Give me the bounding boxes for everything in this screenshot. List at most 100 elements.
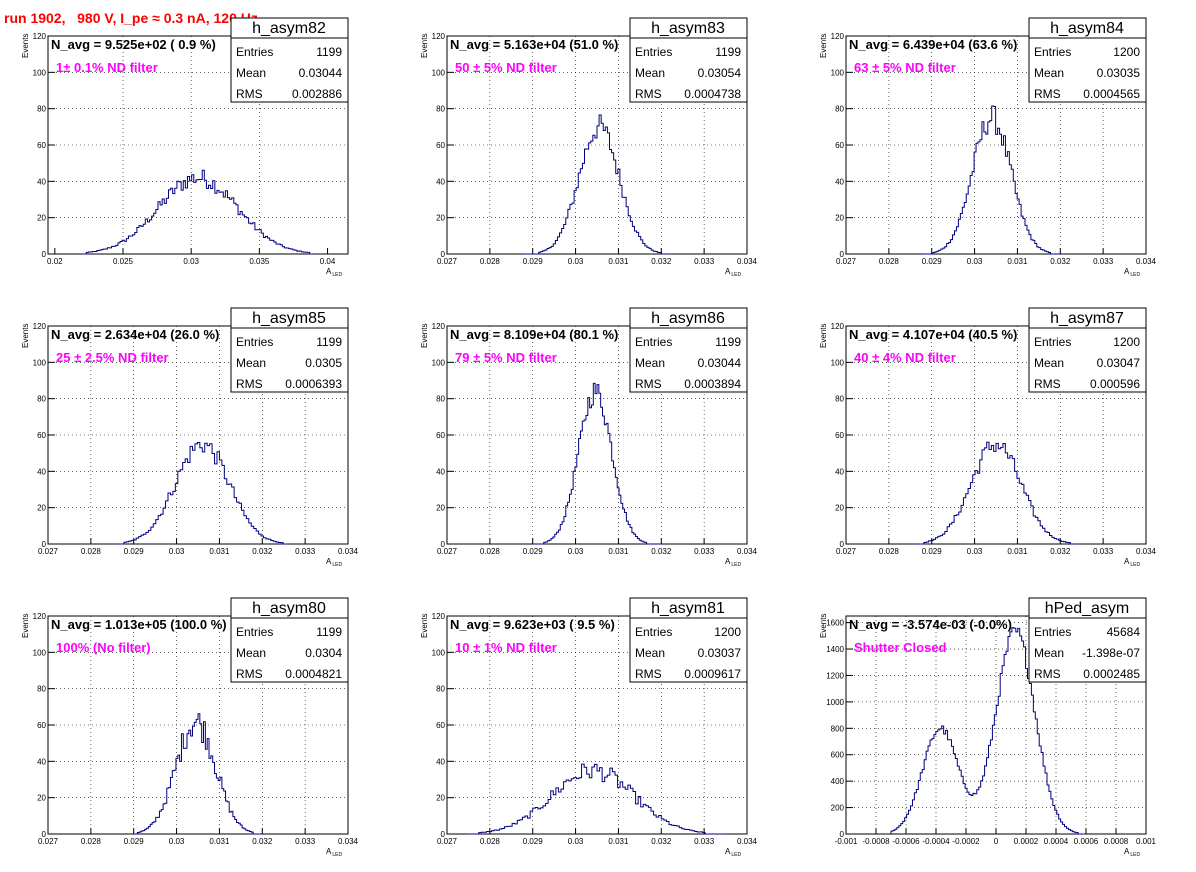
stats-rms-label: RMS: [236, 667, 263, 681]
y-tick-label: 40: [37, 467, 46, 476]
stats-rms-label: RMS: [635, 667, 662, 681]
y-tick-label: 60: [37, 431, 46, 440]
x-tick-label: 0.03: [568, 257, 584, 266]
filter-annotation: 40 ± 4% ND filter: [854, 350, 956, 365]
x-tick-label: 0.034: [1136, 547, 1157, 556]
x-axis-title: ALED: [725, 557, 741, 568]
stats-mean-value: 0.03035: [1097, 66, 1141, 80]
x-axis-title: ALED: [326, 267, 342, 278]
stats-entries-label: Entries: [236, 335, 273, 349]
x-tick-label: 0.032: [1050, 547, 1071, 556]
stats-histogram-name: h_asym81: [651, 600, 725, 617]
histogram-bars: [133, 713, 263, 835]
y-tick-label: 100: [33, 68, 47, 77]
stats-rms-value: 0.0002485: [1083, 667, 1140, 681]
stats-rms-label: RMS: [1034, 377, 1061, 391]
y-tick-label: 100: [33, 358, 47, 367]
stats-mean-label: Mean: [236, 646, 266, 660]
stats-rms-value: 0.0004821: [285, 667, 342, 681]
histogram-panel-h_asym82: 0.02 0.025 0.03 0.035 0.04 0 20 40 60 80 100 120Eve…: [21, 17, 349, 278]
x-tick-label: 0.031: [608, 547, 629, 556]
x-axis-title: ALED: [725, 847, 741, 858]
y-tick-label: 0: [441, 250, 446, 259]
stats-histogram-name: hPed_asym: [1045, 600, 1130, 617]
y-tick-label: 1000: [826, 698, 844, 707]
x-tick-label: 0.033: [694, 547, 715, 556]
x-tick-label: 0.03: [169, 837, 185, 846]
histogram-bars: [82, 169, 314, 255]
filter-annotation: 1± 0.1% ND filter: [56, 60, 158, 75]
y-tick-label: 60: [835, 431, 844, 440]
y-tick-label: 100: [432, 648, 446, 657]
stats-rms-label: RMS: [1034, 667, 1061, 681]
x-tick-label: 0.027: [38, 547, 59, 556]
y-axis-title: Events: [819, 324, 828, 348]
y-tick-label: 100: [831, 68, 845, 77]
y-tick-label: 20: [436, 794, 445, 803]
x-tick-label: 0.032: [651, 257, 672, 266]
histogram-bars: [890, 627, 1086, 835]
x-tick-label: 0.0004: [1044, 837, 1069, 846]
x-tick-label: 0.033: [295, 837, 316, 846]
stats-mean-value: 0.0305: [305, 356, 342, 370]
y-tick-label: 800: [831, 724, 845, 733]
stats-entries-value: 1199: [316, 45, 342, 59]
x-tick-label: 0.04: [320, 257, 336, 266]
x-tick-label: 0.031: [1007, 257, 1028, 266]
stats-entries-label: Entries: [635, 625, 672, 639]
filter-annotation: 50 ± 5% ND filter: [455, 60, 557, 75]
stats-rms-value: 0.0003894: [684, 377, 741, 391]
stats-rms-value: 0.002886: [292, 87, 342, 101]
navg-label: N_avg = 1.013e+05 (100.0 %): [51, 617, 227, 632]
x-tick-label: -0.0002: [952, 837, 980, 846]
stats-box: [230, 597, 349, 683]
stats-box: [1028, 597, 1147, 683]
y-tick-label: 20: [37, 504, 46, 513]
x-tick-label: 0.029: [922, 547, 943, 556]
x-tick-label: 0.028: [81, 547, 102, 556]
stats-mean-label: Mean: [635, 356, 665, 370]
x-tick-label: 0.032: [1050, 257, 1071, 266]
x-axis-title: ALED: [1124, 557, 1140, 568]
histogram-bars: [914, 441, 1078, 545]
stats-histogram-name: h_asym82: [252, 20, 326, 37]
x-tick-label: 0.0008: [1104, 837, 1129, 846]
y-tick-label: 120: [33, 612, 47, 621]
navg-label: N_avg = 9.623e+03 ( 9.5 %): [450, 617, 615, 632]
x-tick-label: 0: [994, 837, 999, 846]
y-tick-label: 0: [42, 250, 47, 259]
histogram-panel-h_asym83: 0.027 0.028 0.029 0.03 0.031 0.032 0.033 0.034 0…: [420, 17, 758, 278]
y-tick-label: 40: [436, 467, 445, 476]
stats-mean-label: Mean: [1034, 646, 1064, 660]
filter-annotation: 10 ± 1% ND filter: [455, 640, 557, 655]
x-tick-label: 0.03: [183, 257, 199, 266]
x-tick-label: 0.028: [480, 837, 501, 846]
stats-mean-value: 0.03044: [299, 66, 343, 80]
stats-entries-label: Entries: [635, 45, 672, 59]
stats-entries-value: 1200: [1113, 335, 1140, 349]
stats-box: [629, 17, 748, 103]
y-tick-label: 200: [831, 804, 845, 813]
navg-label: N_avg = 2.634e+04 (26.0 %): [51, 327, 219, 342]
stats-rms-label: RMS: [1034, 87, 1061, 101]
x-tick-label: 0.033: [694, 257, 715, 266]
stats-mean-label: Mean: [236, 66, 266, 80]
y-tick-label: 1200: [826, 671, 844, 680]
histogram-panel-h_asym85: 0.027 0.028 0.029 0.03 0.031 0.032 0.033 0.034 0…: [21, 307, 359, 568]
y-axis-title: Events: [420, 614, 429, 638]
histogram-panel-h_asym81: 0.027 0.028 0.029 0.03 0.031 0.032 0.033 0.034 0…: [420, 597, 758, 858]
y-tick-label: 60: [436, 431, 445, 440]
x-tick-label: 0.034: [1136, 257, 1157, 266]
navg-label: N_avg = 6.439e+04 (63.6 %): [849, 37, 1017, 52]
x-tick-label: 0.027: [836, 257, 857, 266]
x-axis-title: ALED: [1124, 267, 1140, 278]
stats-box: [1028, 307, 1147, 393]
y-tick-label: 120: [432, 612, 446, 621]
y-tick-label: 80: [436, 105, 445, 114]
x-tick-label: 0.027: [836, 547, 857, 556]
navg-label: N_avg = 9.525e+02 ( 0.9 %): [51, 37, 216, 52]
x-tick-label: 0.031: [608, 837, 629, 846]
stats-entries-label: Entries: [1034, 45, 1071, 59]
y-tick-label: 60: [436, 141, 445, 150]
x-tick-label: 0.028: [81, 837, 102, 846]
